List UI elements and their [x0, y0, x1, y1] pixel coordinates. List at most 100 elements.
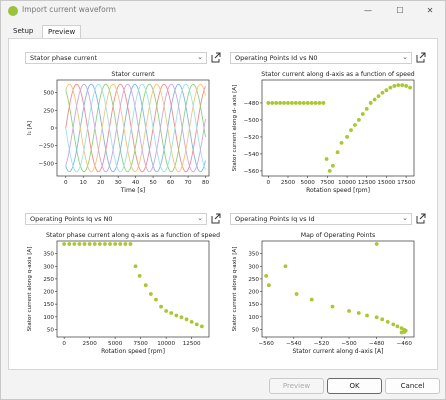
- x-tick-label: 30: [115, 180, 123, 186]
- y-axis-label: Stator current along q-axis [A]: [27, 247, 33, 332]
- x-tick-label: 50: [150, 180, 158, 186]
- data-point: [266, 101, 271, 105]
- app-logo-icon: [8, 6, 18, 16]
- data-point: [92, 242, 97, 246]
- y-tick-label: 0: [50, 126, 54, 132]
- y-tick-label: 100: [248, 315, 259, 321]
- x-tick-label: 5000: [108, 341, 123, 347]
- x-tick-label: 70: [184, 180, 192, 186]
- x-tick-label: −520: [314, 341, 330, 347]
- y-tick-label: 200: [248, 290, 259, 296]
- data-point: [164, 309, 169, 313]
- data-point: [339, 140, 344, 145]
- x-tick-label: 17500: [397, 180, 415, 186]
- chart-title: Stator current along d-axis as a functio…: [261, 71, 414, 78]
- series-line: [65, 83, 206, 173]
- x-tick-label: 10000: [157, 341, 175, 347]
- data-point: [174, 313, 179, 318]
- data-point: [301, 101, 306, 105]
- data-point: [309, 101, 314, 105]
- y-axis-label: Stator current along q-axis [A]: [232, 247, 238, 332]
- data-point: [87, 242, 92, 246]
- data-point: [353, 123, 357, 127]
- dropdown-value: Stator phase current: [30, 54, 98, 62]
- open-external-icon[interactable]: [211, 52, 221, 63]
- x-tick-label: 10000: [338, 180, 356, 186]
- tab-setup[interactable]: Setup: [13, 27, 34, 35]
- panel-id-vs-speed: Operating Points Id vs N0 ⌄ Stator curre…: [230, 52, 426, 202]
- data-point: [189, 319, 194, 324]
- y-tick-label: 150: [248, 302, 259, 308]
- close-button[interactable]: ✕: [426, 6, 434, 15]
- x-tick-label: 15000: [378, 180, 396, 186]
- y-tick-label: 50: [47, 327, 55, 333]
- data-point: [159, 304, 163, 309]
- x-tick-label: 12500: [358, 180, 376, 186]
- cancel-button[interactable]: Cancel: [385, 378, 440, 394]
- data-point: [274, 101, 279, 105]
- data-point: [123, 242, 128, 246]
- data-point: [392, 84, 397, 88]
- x-tick-label: 20: [97, 180, 105, 186]
- data-point: [282, 101, 286, 105]
- data-point: [309, 297, 314, 302]
- dropdown-value: Operating Points Iq vs Id: [235, 215, 315, 223]
- data-point: [294, 292, 299, 296]
- window-title: Import current waveform: [22, 5, 116, 14]
- y-tick-label: −500: [39, 161, 55, 167]
- data-point: [194, 322, 199, 327]
- data-point: [77, 242, 82, 246]
- open-external-icon[interactable]: [416, 52, 426, 63]
- data-point: [399, 326, 404, 331]
- open-external-icon[interactable]: [416, 213, 426, 224]
- dialog-footer: Preview OK Cancel: [1, 373, 445, 400]
- data-point: [143, 283, 148, 288]
- x-tick-label: −560: [258, 341, 274, 347]
- plot-select-dropdown[interactable]: Operating Points Iq vs N0 ⌄: [25, 213, 207, 225]
- y-tick-label: 250: [43, 277, 54, 283]
- preview-content: Stator phase current ⌄ Stator current 0 10…: [8, 38, 438, 370]
- data-point: [335, 150, 340, 155]
- data-point: [67, 242, 72, 246]
- data-point: [283, 264, 288, 269]
- chart: Stator current along d-axis as a functio…: [232, 71, 415, 194]
- data-point: [290, 101, 294, 105]
- data-point: [184, 317, 189, 322]
- chevron-down-icon: ⌄: [402, 53, 408, 61]
- x-tick-label: 10: [80, 180, 88, 186]
- data-point: [108, 242, 112, 246]
- open-external-icon[interactable]: [211, 213, 221, 224]
- data-point: [103, 242, 107, 246]
- y-tick-label: 100: [43, 315, 54, 321]
- data-point: [270, 101, 275, 105]
- data-point: [388, 85, 393, 90]
- plot-select-dropdown[interactable]: Operating Points Iq vs Id ⌄: [230, 213, 412, 225]
- ok-button[interactable]: OK: [327, 378, 382, 394]
- x-tick-label: 12500: [183, 341, 201, 347]
- y-tick-label: 350: [43, 252, 54, 258]
- plot-select-dropdown[interactable]: Stator phase current ⌄: [25, 52, 207, 64]
- data-point: [408, 85, 412, 90]
- maximize-button[interactable]: ☐: [396, 6, 404, 15]
- plot-select-dropdown[interactable]: Operating Points Id vs N0 ⌄: [230, 52, 412, 64]
- data-point: [313, 101, 318, 105]
- chevron-down-icon: ⌄: [402, 214, 408, 222]
- plot-frame: [261, 79, 415, 177]
- data-point: [305, 101, 310, 105]
- data-point: [113, 242, 118, 246]
- preview-button[interactable]: Preview: [269, 378, 324, 394]
- data-point: [133, 264, 138, 269]
- data-point: [199, 324, 204, 329]
- minimize-button[interactable]: —: [364, 6, 372, 15]
- y-tick-label: −250: [39, 144, 55, 150]
- data-point: [330, 163, 335, 168]
- title-bar: Import current waveform — ☐ ✕: [1, 1, 445, 21]
- data-point: [118, 242, 123, 246]
- data-point: [82, 242, 87, 246]
- x-axis-label: Time [s]: [120, 187, 145, 194]
- data-point: [324, 157, 329, 161]
- data-point: [374, 315, 379, 320]
- y-tick-label: 250: [43, 108, 54, 114]
- y-tick-label: 250: [248, 277, 259, 283]
- tab-preview[interactable]: Preview: [42, 25, 82, 38]
